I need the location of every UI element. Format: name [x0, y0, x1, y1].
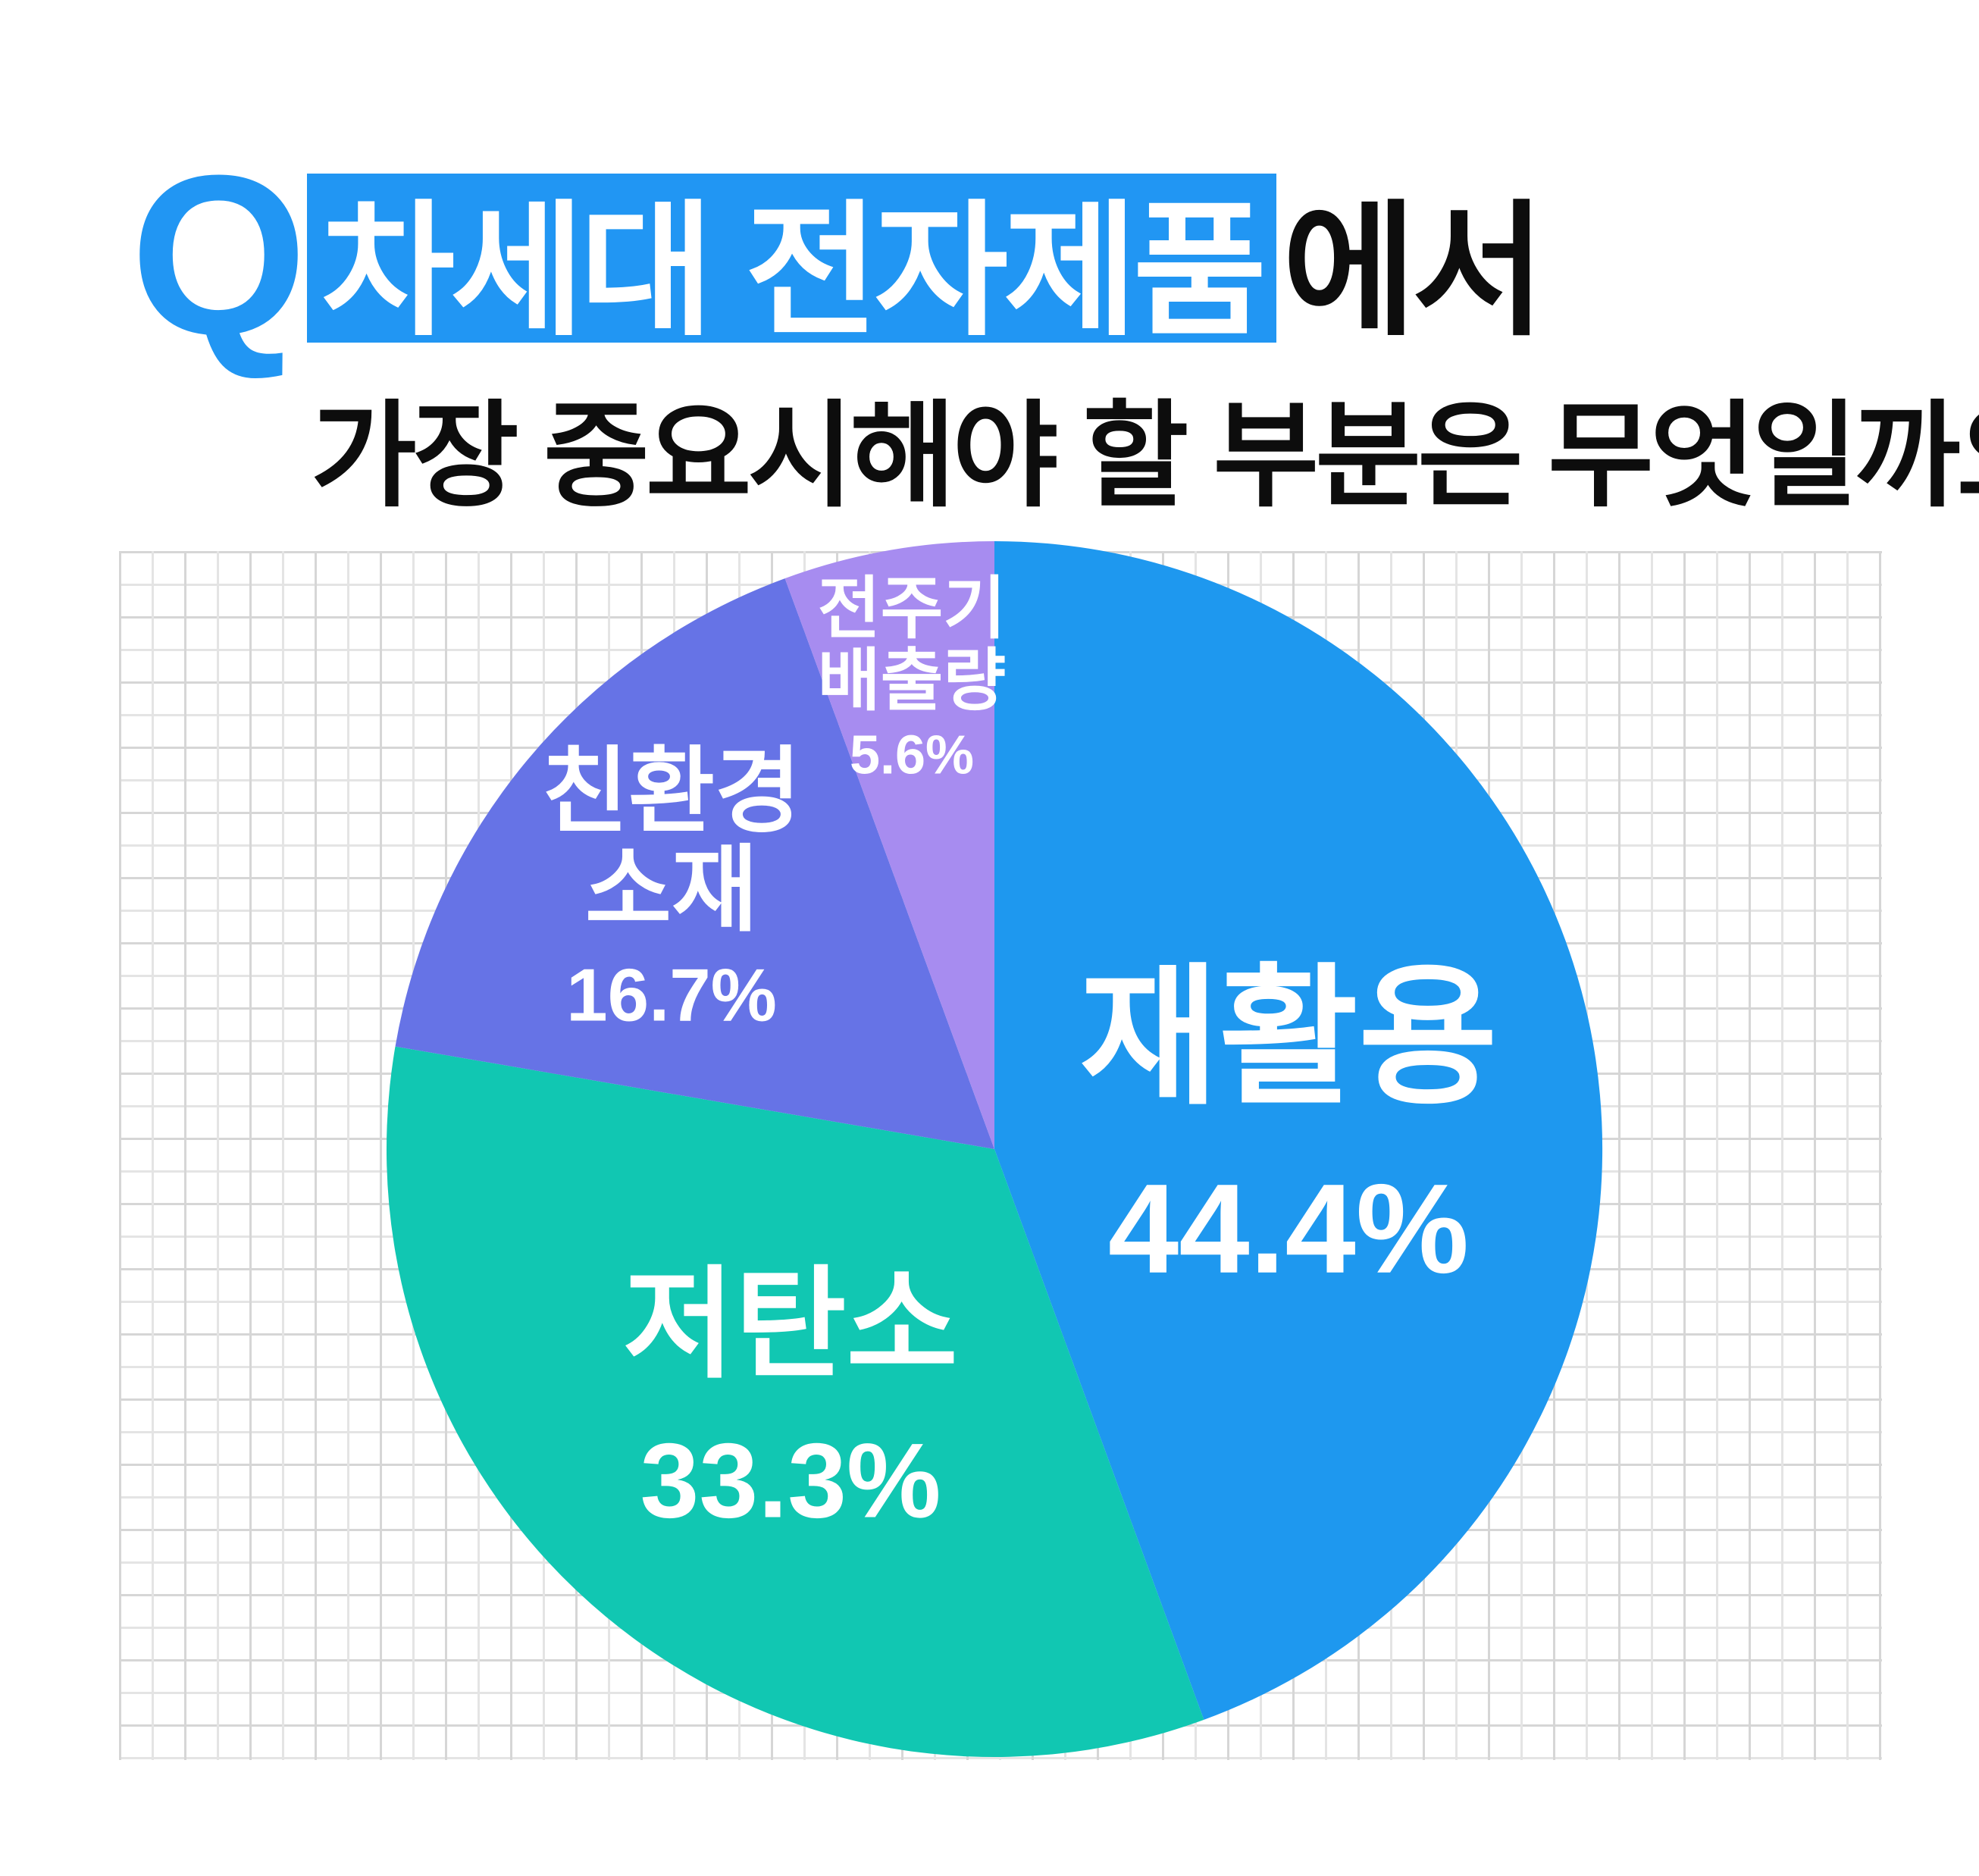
slice-label-lifecycle-emissions: 전주기 배출량 5.6%	[818, 574, 1006, 785]
pie-slice-2	[386, 1046, 1204, 1758]
title-suffix-text: 에서	[1282, 189, 1545, 352]
slice-name-eco-material-line1: 친환경	[541, 739, 802, 844]
slice-name-eco-material-line2: 소재	[584, 838, 759, 943]
slice-name-recycling: 재활용	[1079, 953, 1498, 1123]
slice-pct-recycling: 44.4%	[1107, 1157, 1470, 1300]
title-highlight-box: 차세대 전자제품	[307, 174, 1276, 352]
slice-label-recycling: 재활용 44.4%	[1079, 953, 1498, 1300]
question-q-mark: Q	[130, 127, 307, 382]
slice-pct-lifecycle-emissions: 5.6%	[849, 725, 975, 786]
slice-name-lifecycle-emissions-line1: 전주기	[817, 571, 1007, 647]
title-question-line2: 가장 중요시해야 할 부분은 무엇일까요?	[311, 392, 1979, 521]
pie-slice-1	[994, 541, 1603, 1720]
slice-name-lifecycle-emissions-line2: 배출량	[817, 643, 1007, 719]
slice-name-low-carbon: 저탄소	[623, 1256, 958, 1392]
slice-label-low-carbon: 저탄소 33.3%	[623, 1261, 958, 1536]
slice-pct-eco-material: 16.7%	[566, 953, 777, 1037]
pie-slice-3	[395, 578, 994, 1149]
pie-slice-4	[784, 541, 994, 1149]
title-highlight-text: 차세대 전자제품	[321, 189, 1267, 352]
slice-label-eco-material: 친환경 소재 16.7%	[542, 742, 801, 1034]
slice-pct-low-carbon: 33.3%	[640, 1420, 941, 1540]
